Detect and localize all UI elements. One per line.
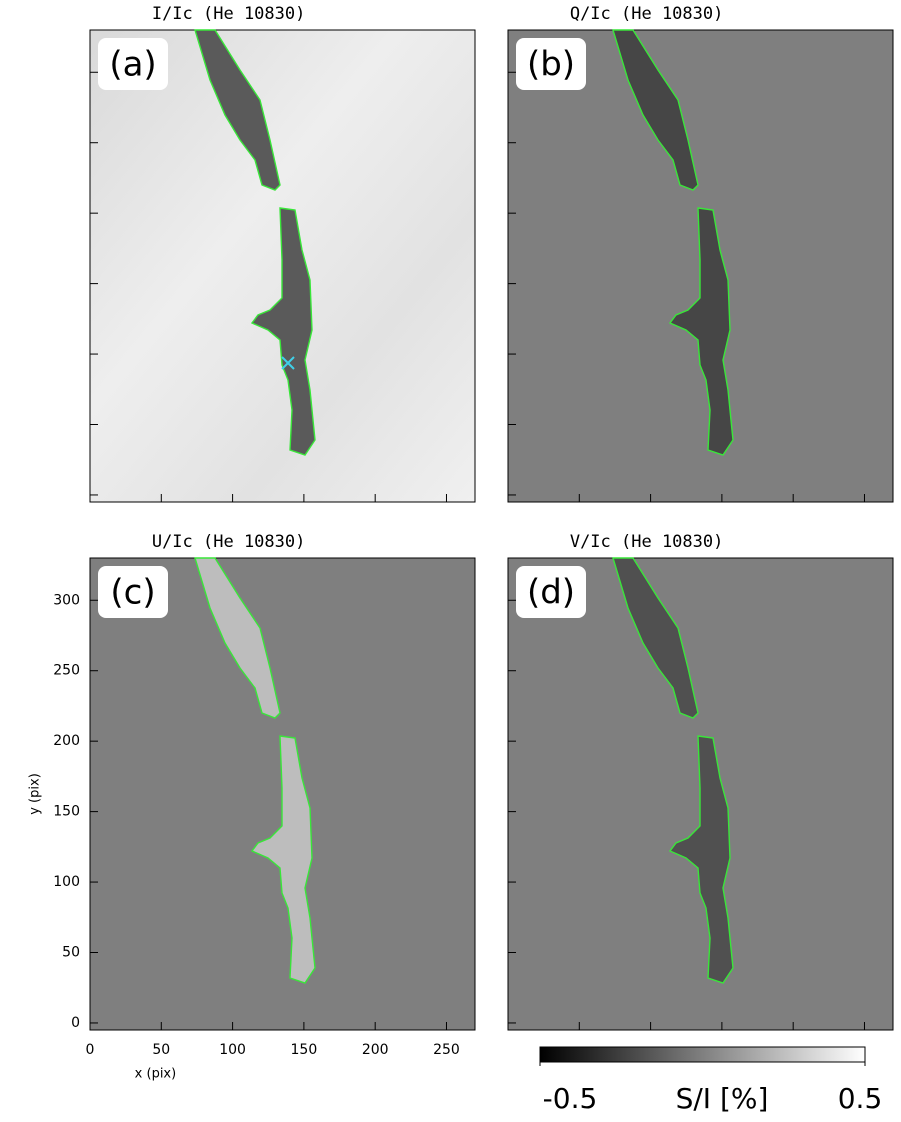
- panel: U/Ic (He 10830) (c) 0 50 100 150 200 250 0 50 100 1…: [28, 532, 476, 1082]
- y-tick-label: 250: [53, 663, 80, 679]
- y-tick-label: 0: [71, 1015, 80, 1031]
- colorbar: [539, 1046, 866, 1063]
- y-tick-label: 200: [53, 733, 80, 749]
- y-tick-label: 100: [53, 874, 80, 890]
- panel-title: Q/Ic (He 10830): [570, 4, 724, 24]
- panel-title: V/Ic (He 10830): [570, 532, 724, 552]
- y-tick-label: 150: [53, 804, 80, 820]
- panel: Q/Ic (He 10830) (b): [507, 4, 894, 503]
- label-box: [516, 566, 586, 618]
- panel: I/Ic (He 10830) (a): [89, 4, 476, 503]
- y-axis-label: y (pix): [28, 773, 43, 815]
- panel-label: (d): [527, 573, 575, 613]
- panel-title: I/Ic (He 10830): [152, 4, 306, 24]
- y-tick-label: 50: [62, 945, 80, 961]
- x-tick-label: 0: [86, 1042, 95, 1058]
- panel-label: (b): [527, 45, 575, 85]
- x-tick-label: 100: [219, 1042, 246, 1058]
- cross-marker: [281, 356, 295, 370]
- panel: V/Ic (He 10830) (d): [507, 532, 894, 1031]
- x-tick-label: 150: [291, 1042, 318, 1058]
- panel-label: (a): [109, 45, 156, 85]
- x-axis-label: x (pix): [135, 1067, 177, 1082]
- panel-label: (c): [110, 573, 155, 613]
- panel-title: U/Ic (He 10830): [152, 532, 306, 552]
- y-tick-label: 300: [53, 592, 80, 608]
- label-box: [516, 38, 586, 90]
- label-box: [98, 38, 168, 90]
- colorbar-tick-label: -0.5: [543, 1082, 598, 1115]
- x-tick-label: 50: [152, 1042, 170, 1058]
- x-tick-label: 250: [433, 1042, 460, 1058]
- colorbar-tick-label: 0.5: [838, 1082, 883, 1115]
- colorbar-label: S/I [%]: [676, 1082, 769, 1115]
- label-box: [98, 566, 168, 618]
- x-tick-label: 200: [362, 1042, 389, 1058]
